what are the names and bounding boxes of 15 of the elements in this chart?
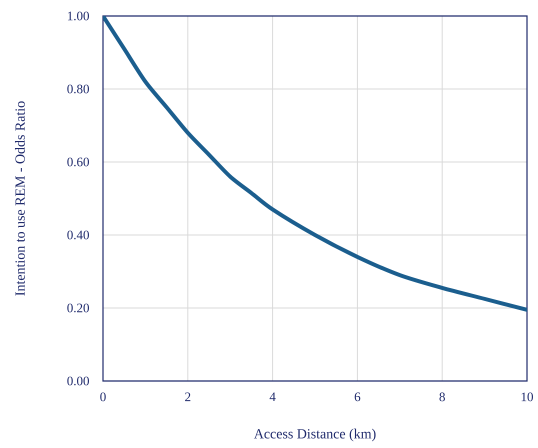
y-tick-label: 0.60 (67, 158, 89, 166)
x-axis-title: Access Distance (km) (254, 428, 376, 442)
x-tick-label: 4 (270, 392, 276, 402)
y-axis-title: Intention to use REM - Odds Ratio (14, 101, 25, 296)
x-tick-label: 0 (100, 392, 106, 402)
x-tick-label: 8 (439, 392, 445, 402)
line-series (103, 16, 528, 312)
y-tick-label: 0.00 (67, 376, 89, 386)
x-tick-label: 10 (522, 392, 533, 402)
y-tick-label: 0.40 (67, 230, 89, 240)
x-tick-label: 6 (354, 392, 360, 402)
y-tick-label: 0.80 (67, 84, 89, 94)
y-tick-label: 0.20 (67, 304, 89, 312)
x-tick-label: 2 (185, 392, 190, 402)
y-tick-label: 1.00 (68, 12, 89, 20)
